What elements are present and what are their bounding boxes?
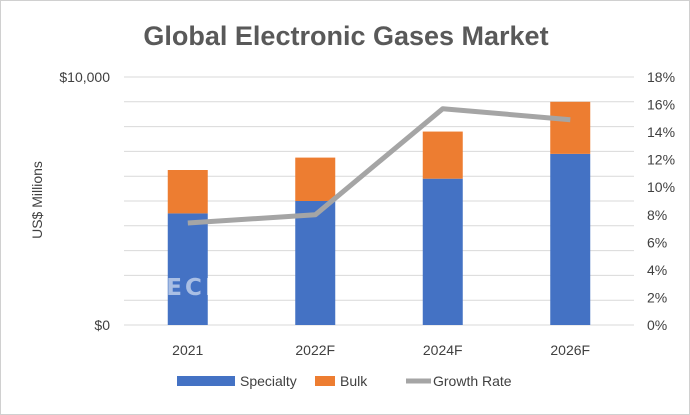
gridlines: [124, 76, 634, 326]
bar-bulk: [550, 101, 591, 154]
bar-series: [167, 101, 591, 325]
bar-bulk: [295, 157, 336, 201]
bar-specialty: [295, 201, 336, 325]
legend-swatch-specialty: [177, 376, 235, 386]
y2-tick-label: 4%: [647, 262, 667, 278]
legend-swatch-bulk: [315, 376, 335, 386]
y-axis-label: US$ Millions: [29, 161, 45, 239]
bar-bulk: [422, 131, 463, 179]
x-tick-label: 2026F: [550, 342, 590, 358]
y2-tick-label: 10%: [647, 179, 675, 195]
x-tick-label: 2024F: [423, 342, 463, 358]
growth-line-series: [187, 106, 571, 226]
legend-label-bulk-text: Bulk: [340, 373, 368, 389]
y2-tick-label: 18%: [647, 69, 675, 85]
bar-bulk: [167, 170, 208, 214]
y2-tick-label: 16%: [647, 97, 675, 113]
chart-title: Global Electronic Gases Market: [143, 21, 548, 51]
bar-specialty: [167, 213, 208, 325]
x-axis-categories: 2021 2022F 2024F 2026F: [172, 342, 590, 358]
legend: Specialty Growth Rate Bulk Growth Rate: [177, 373, 512, 389]
watermark-logo: TECHCET: [148, 275, 285, 301]
y-axis-right-ticks: 0% 2% 4% 6% 8% 10% 12% 14% 16% 18%: [647, 69, 675, 333]
legend-label-growth-rate: Growth Rate: [433, 373, 512, 389]
growth-rate-line: [187, 106, 571, 226]
x-tick-label: 2022F: [295, 342, 335, 358]
y2-tick-label: 14%: [647, 124, 675, 140]
y2-tick-label: 2%: [647, 289, 667, 305]
legend-label-specialty: Specialty: [240, 373, 297, 389]
bar-specialty: [422, 178, 463, 325]
y2-tick-label: 8%: [647, 207, 667, 223]
y2-tick-label: 0%: [647, 317, 667, 333]
y-tick-label: $0: [94, 317, 110, 333]
y-axis-left-ticks: $0 $10,000: [59, 69, 110, 333]
y2-tick-label: 12%: [647, 152, 675, 168]
bar-specialty: [550, 153, 591, 325]
x-tick-label: 2021: [172, 342, 203, 358]
y2-tick-label: 6%: [647, 234, 667, 250]
y-tick-label: $10,000: [59, 69, 110, 85]
